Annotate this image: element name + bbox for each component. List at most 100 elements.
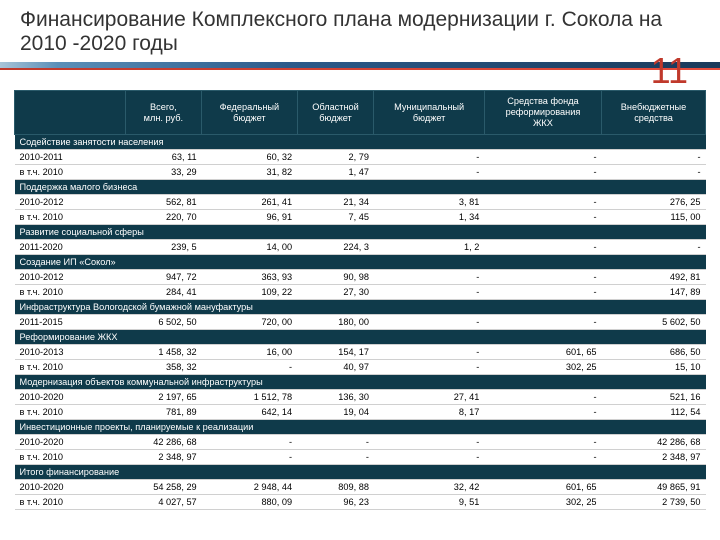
divider xyxy=(0,62,720,68)
cell: 6 502, 50 xyxy=(125,315,202,330)
table-row: 2010-20202 197, 651 512, 78136, 3027, 41… xyxy=(15,390,706,405)
table-row: 2010-202042 286, 68----42 286, 68 xyxy=(15,435,706,450)
cell: 363, 93 xyxy=(202,270,297,285)
row-label: 2011-2020 xyxy=(15,240,126,255)
cell: 2 348, 97 xyxy=(602,450,706,465)
section-header: Итого финансирование xyxy=(15,465,706,480)
cell: 49 865, 91 xyxy=(602,480,706,495)
cell: 42 286, 68 xyxy=(602,435,706,450)
cell: 1, 34 xyxy=(374,210,484,225)
cell: - xyxy=(484,240,601,255)
cell: 720, 00 xyxy=(202,315,297,330)
table-row: 2011-2020239, 514, 00224, 31, 2-- xyxy=(15,240,706,255)
table-row: в т.ч. 2010781, 89642, 1419, 048, 17-112… xyxy=(15,405,706,420)
section-header: Поддержка малого бизнеса xyxy=(15,180,706,195)
table-row: 2010-20131 458, 3216, 00154, 17-601, 656… xyxy=(15,345,706,360)
cell: 276, 25 xyxy=(602,195,706,210)
cell: - xyxy=(484,405,601,420)
table-row: в т.ч. 2010220, 7096, 917, 451, 34-115, … xyxy=(15,210,706,225)
cell: 19, 04 xyxy=(297,405,374,420)
row-label: в т.ч. 2010 xyxy=(15,495,126,510)
table-row: в т.ч. 20104 027, 57880, 0996, 239, 5130… xyxy=(15,495,706,510)
cell: 2, 79 xyxy=(297,150,374,165)
cell: - xyxy=(484,285,601,300)
cell: - xyxy=(374,435,484,450)
table-row: 2010-202054 258, 292 948, 44809, 8832, 4… xyxy=(15,480,706,495)
cell: 9, 51 xyxy=(374,495,484,510)
cell: - xyxy=(202,435,297,450)
row-label: 2010-2012 xyxy=(15,270,126,285)
cell: 492, 81 xyxy=(602,270,706,285)
cell: 1 458, 32 xyxy=(125,345,202,360)
cell: - xyxy=(484,150,601,165)
cell: 601, 65 xyxy=(484,480,601,495)
cell: 180, 00 xyxy=(297,315,374,330)
row-label: в т.ч. 2010 xyxy=(15,285,126,300)
cell: 27, 30 xyxy=(297,285,374,300)
cell: - xyxy=(484,435,601,450)
cell: - xyxy=(374,450,484,465)
cell: - xyxy=(484,195,601,210)
cell: 2 197, 65 xyxy=(125,390,202,405)
table-row: 2010-201163, 1160, 322, 79--- xyxy=(15,150,706,165)
row-label: в т.ч. 2010 xyxy=(15,405,126,420)
cell: 1 512, 78 xyxy=(202,390,297,405)
cell: 686, 50 xyxy=(602,345,706,360)
row-label: в т.ч. 2010 xyxy=(15,360,126,375)
row-label: 2010-2011 xyxy=(15,150,126,165)
cell: 115, 00 xyxy=(602,210,706,225)
table-row: в т.ч. 2010284, 41109, 2227, 30--147, 89 xyxy=(15,285,706,300)
column-header: Муниципальныйбюджет xyxy=(374,91,484,135)
cell: - xyxy=(374,360,484,375)
section-header: Реформирование ЖКХ xyxy=(15,330,706,345)
section-header: Содействие занятости населения xyxy=(15,135,706,150)
cell: - xyxy=(202,450,297,465)
row-label: 2011-2015 xyxy=(15,315,126,330)
cell: - xyxy=(374,285,484,300)
row-label: в т.ч. 2010 xyxy=(15,210,126,225)
column-header: Федеральныйбюджет xyxy=(202,91,297,135)
cell: 220, 70 xyxy=(125,210,202,225)
section-header: Развитие социальной сферы xyxy=(15,225,706,240)
cell: 33, 29 xyxy=(125,165,202,180)
cell: 63, 11 xyxy=(125,150,202,165)
row-label: 2010-2013 xyxy=(15,345,126,360)
cell: 96, 23 xyxy=(297,495,374,510)
cell: 3, 81 xyxy=(374,195,484,210)
cell: - xyxy=(484,390,601,405)
cell: - xyxy=(484,315,601,330)
cell: - xyxy=(602,240,706,255)
cell: - xyxy=(602,165,706,180)
cell: 112, 54 xyxy=(602,405,706,420)
column-header: Областнойбюджет xyxy=(297,91,374,135)
column-header xyxy=(15,91,126,135)
column-header: Средства фондареформированияЖКХ xyxy=(484,91,601,135)
cell: 224, 3 xyxy=(297,240,374,255)
cell: 15, 10 xyxy=(602,360,706,375)
table-row: в т.ч. 20102 348, 97----2 348, 97 xyxy=(15,450,706,465)
cell: 2 739, 50 xyxy=(602,495,706,510)
cell: 261, 41 xyxy=(202,195,297,210)
cell: - xyxy=(484,165,601,180)
table-row: 2010-2012562, 81261, 4121, 343, 81-276, … xyxy=(15,195,706,210)
section-header: Создание ИП «Сокол» xyxy=(15,255,706,270)
section-header: Инвестиционные проекты, планируемые к ре… xyxy=(15,420,706,435)
cell: 239, 5 xyxy=(125,240,202,255)
cell: 601, 65 xyxy=(484,345,601,360)
section-header: Модернизация объектов коммунальной инфра… xyxy=(15,375,706,390)
row-label: в т.ч. 2010 xyxy=(15,450,126,465)
page-number: 11 xyxy=(651,50,688,92)
cell: 27, 41 xyxy=(374,390,484,405)
cell: 60, 32 xyxy=(202,150,297,165)
cell: 8, 17 xyxy=(374,405,484,420)
cell: 136, 30 xyxy=(297,390,374,405)
cell: - xyxy=(374,315,484,330)
cell: 40, 97 xyxy=(297,360,374,375)
cell: 32, 42 xyxy=(374,480,484,495)
table-row: в т.ч. 201033, 2931, 821, 47--- xyxy=(15,165,706,180)
cell: 5 602, 50 xyxy=(602,315,706,330)
cell: - xyxy=(202,360,297,375)
cell: 880, 09 xyxy=(202,495,297,510)
cell: 96, 91 xyxy=(202,210,297,225)
column-header: Всего,млн. руб. xyxy=(125,91,202,135)
